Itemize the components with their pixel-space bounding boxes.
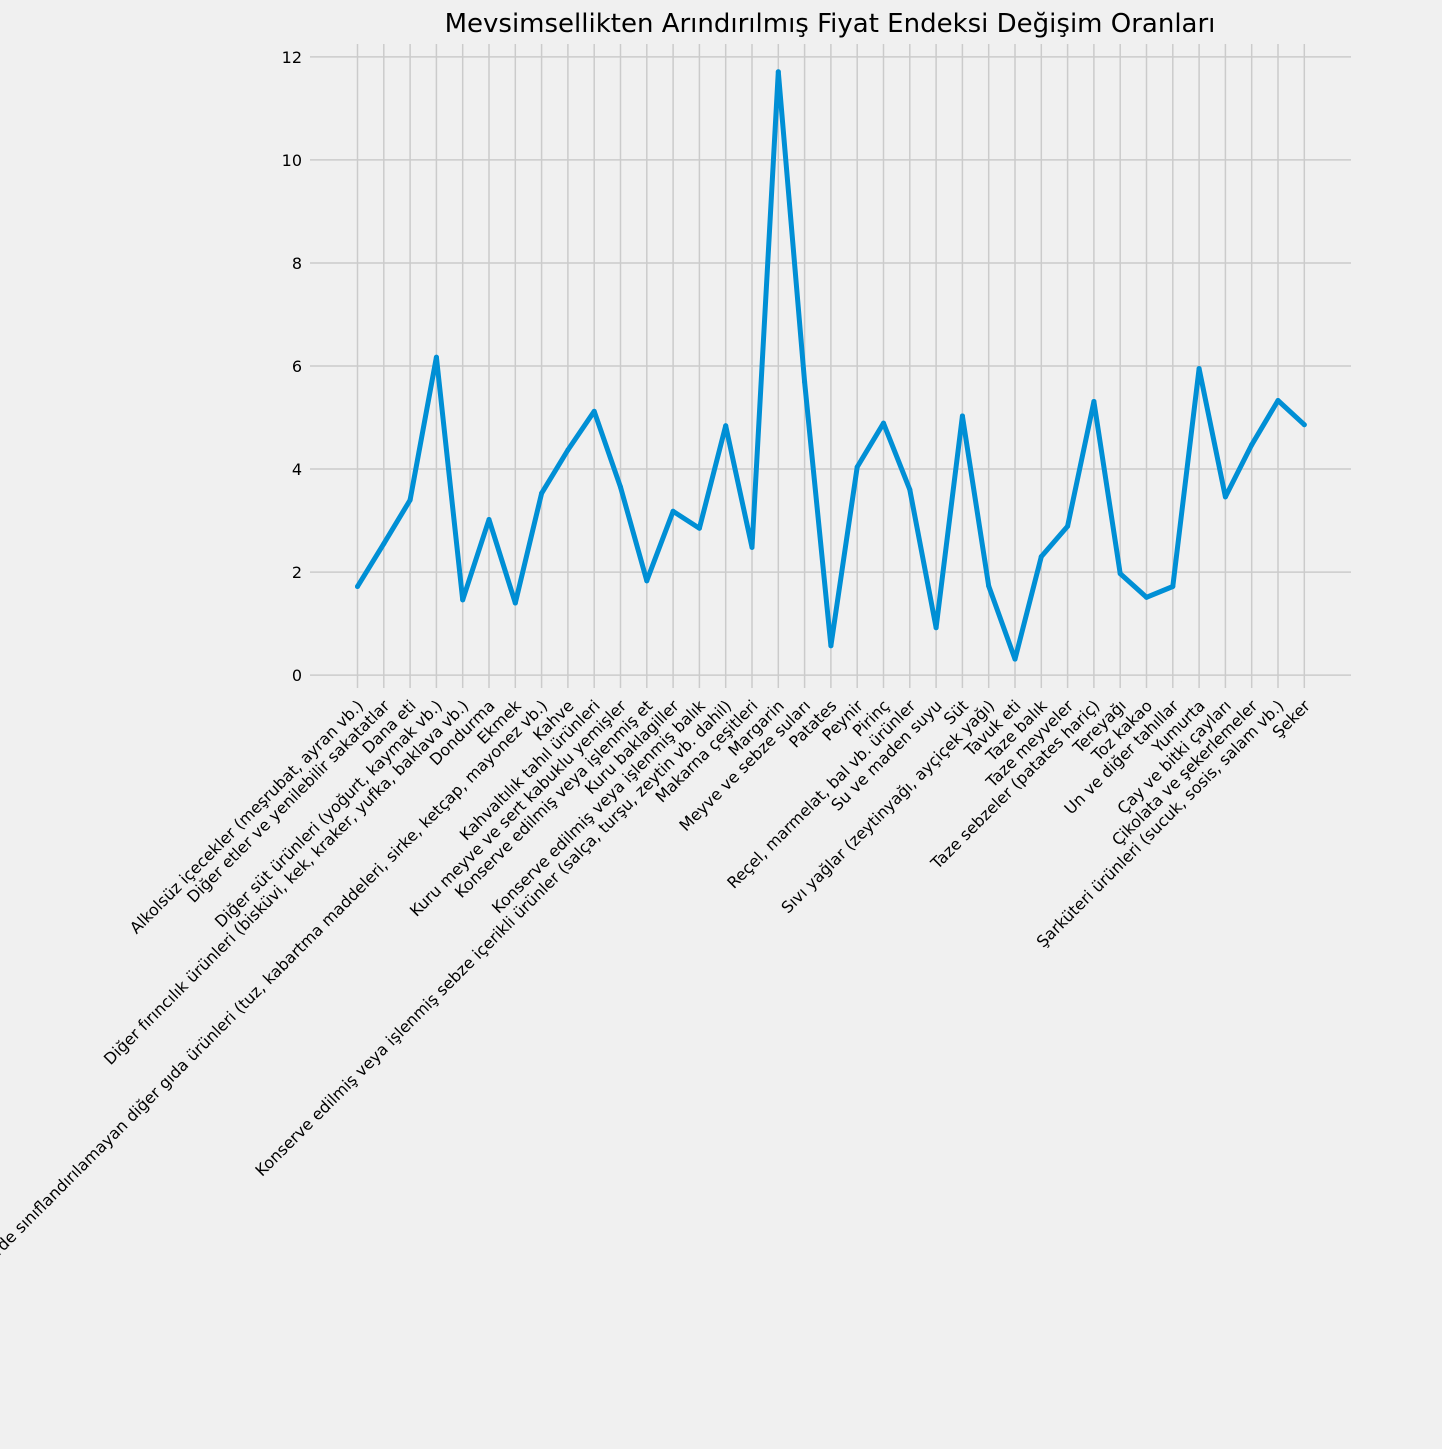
data-point [1117, 571, 1123, 577]
y-tick-label: 2 [292, 563, 302, 582]
data-point [618, 484, 623, 490]
data-point [1038, 554, 1044, 560]
data-point [775, 69, 781, 75]
data-point [723, 423, 729, 429]
data-point [407, 497, 413, 503]
data-point [696, 525, 702, 531]
data-point [881, 420, 886, 426]
data-point [1170, 584, 1176, 590]
data-point [433, 354, 439, 360]
data-point [1091, 399, 1097, 405]
data-point [486, 517, 492, 523]
y-tick-label: 0 [292, 666, 302, 685]
data-point [749, 544, 755, 550]
data-point [1065, 523, 1071, 529]
data-point [1222, 494, 1228, 500]
data-point [512, 600, 518, 606]
data-point [1275, 398, 1281, 404]
data-point [1301, 422, 1307, 428]
y-tick-label: 12 [282, 48, 302, 67]
data-point [1196, 366, 1202, 372]
data-point [381, 541, 387, 547]
data-point [1249, 442, 1255, 448]
data-point [1012, 656, 1018, 662]
data-point [828, 643, 834, 649]
data-point [933, 625, 939, 631]
data-point [539, 490, 545, 496]
data-point [959, 413, 965, 419]
y-tick-label: 10 [282, 151, 302, 170]
grid-lines [310, 44, 1351, 688]
data-point [565, 447, 571, 453]
data-point [460, 597, 466, 603]
data-point [854, 464, 860, 470]
y-tick-label: 8 [292, 254, 302, 273]
data-point [670, 508, 676, 514]
data-point [591, 408, 597, 414]
chart-title: Mevsimsellikten Arındırılmış Fiyat Endek… [445, 9, 1216, 39]
data-point [802, 379, 808, 385]
series-layer [355, 69, 1307, 662]
data-point [644, 578, 650, 584]
y-axis-ticks: 0 2 4 6 8 10 12 [282, 48, 302, 685]
y-tick-label: 6 [292, 357, 302, 376]
data-point [986, 583, 992, 589]
data-point [907, 487, 913, 493]
y-tick-label: 4 [292, 460, 302, 479]
data-point [355, 584, 360, 590]
data-point [1144, 594, 1149, 600]
